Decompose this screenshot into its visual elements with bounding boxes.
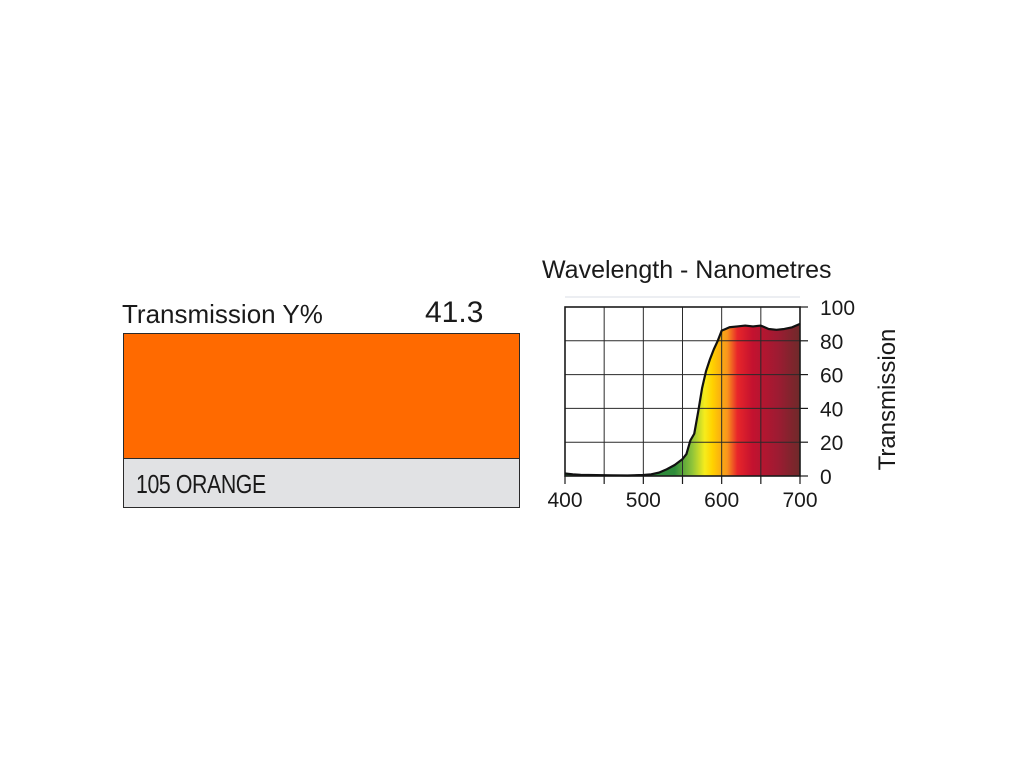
transmission-value: 41.3: [425, 296, 484, 329]
x-tick-label: 400: [547, 489, 582, 512]
x-tick-label: 700: [782, 489, 817, 512]
y-tick-label: 0: [820, 466, 832, 489]
y-tick-label: 100: [820, 297, 855, 320]
x-tick-label: 600: [704, 489, 739, 512]
y-tick-label: 80: [820, 331, 843, 354]
chart-title: Wavelength - Nanometres: [542, 256, 831, 284]
y-axis-label: Transmission: [874, 329, 901, 471]
y-tick-label: 60: [820, 365, 843, 388]
filter-name-bar: 105 ORANGE: [123, 458, 520, 508]
transmission-label: Transmission Y%: [122, 299, 323, 329]
x-tick-label: 500: [626, 489, 661, 512]
transmission-curve: [564, 322, 801, 477]
filter-name: 105 ORANGE: [136, 469, 266, 499]
y-tick-label: 40: [820, 398, 843, 421]
y-tick-label: 20: [820, 432, 843, 455]
color-swatch: [123, 333, 520, 458]
transmission-area: [565, 323, 800, 476]
transmission-chart: Wavelength - Nanometres 400 500 600 700 0 20 4…: [530, 250, 920, 520]
